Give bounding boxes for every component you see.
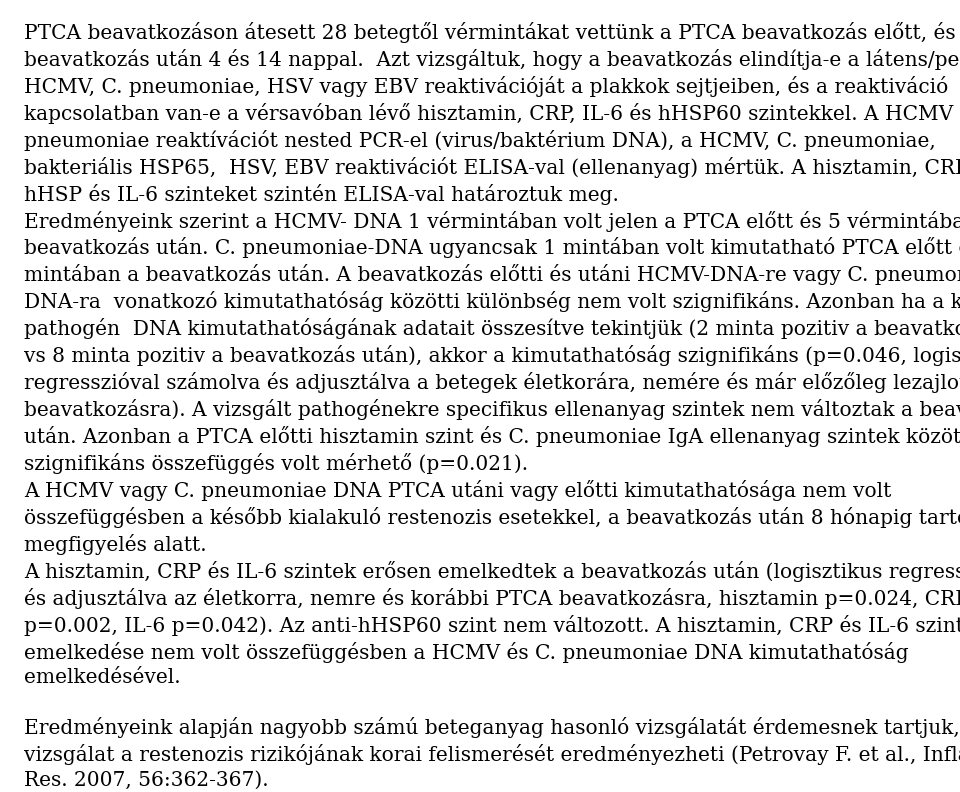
Text: PTCA beavatkozáson átesett 28 betegtől vérmintákat vettünk a PTCA beavatkozás el: PTCA beavatkozáson átesett 28 betegtől v… bbox=[24, 22, 960, 790]
